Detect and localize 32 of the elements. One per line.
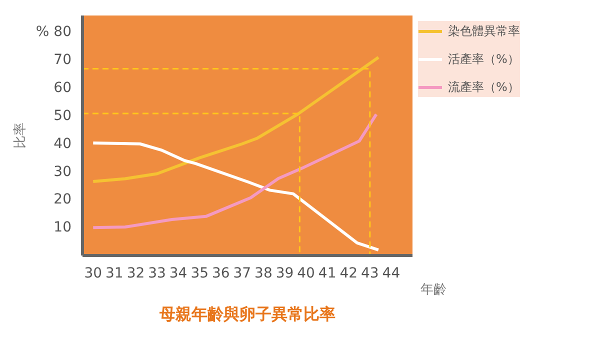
y-tick-label: 10 bbox=[54, 220, 72, 236]
x-tick-label: 36 bbox=[212, 266, 230, 282]
legend-label: 活產率（%） bbox=[448, 50, 520, 68]
x-tick-label: 37 bbox=[233, 266, 252, 282]
y-tick-label: 50 bbox=[54, 108, 72, 124]
x-tick-label: 41 bbox=[318, 266, 336, 282]
line-series bbox=[92, 112, 378, 230]
x-tick-label: 34 bbox=[169, 266, 188, 282]
legend-label: 染色體異常率 bbox=[448, 22, 520, 40]
y-tick-label: 40 bbox=[54, 136, 72, 152]
x-tick-label: 35 bbox=[190, 266, 209, 282]
legend-label: 流產率（%） bbox=[448, 78, 520, 96]
x-axis-title: 年齡 bbox=[420, 282, 446, 298]
y-tick-label: 60 bbox=[54, 80, 72, 96]
x-tick-label: 39 bbox=[276, 266, 294, 282]
y-tick-label: 20 bbox=[54, 192, 72, 208]
x-tick-label: 44 bbox=[382, 266, 400, 282]
y-tick-label: 70 bbox=[54, 52, 72, 68]
x-tick-label: 38 bbox=[254, 266, 272, 282]
text: 母親年齡與卵子異常比率 bbox=[158, 304, 336, 324]
x-tick-label: 42 bbox=[340, 266, 358, 282]
x-tick-label: 31 bbox=[106, 266, 124, 282]
y-tick-label: % 80 bbox=[36, 24, 72, 40]
x-tick-label: 32 bbox=[126, 266, 145, 282]
x-tick-label: 40 bbox=[297, 266, 315, 282]
line-series bbox=[92, 56, 380, 184]
x-tick-label: 33 bbox=[148, 266, 166, 282]
x-tick-label: 30 bbox=[84, 266, 102, 282]
y-tick-label: 30 bbox=[54, 164, 72, 180]
x-tick-label: 43 bbox=[361, 266, 379, 282]
y-axis-title: 比率 bbox=[12, 122, 28, 148]
line-series bbox=[92, 142, 380, 252]
